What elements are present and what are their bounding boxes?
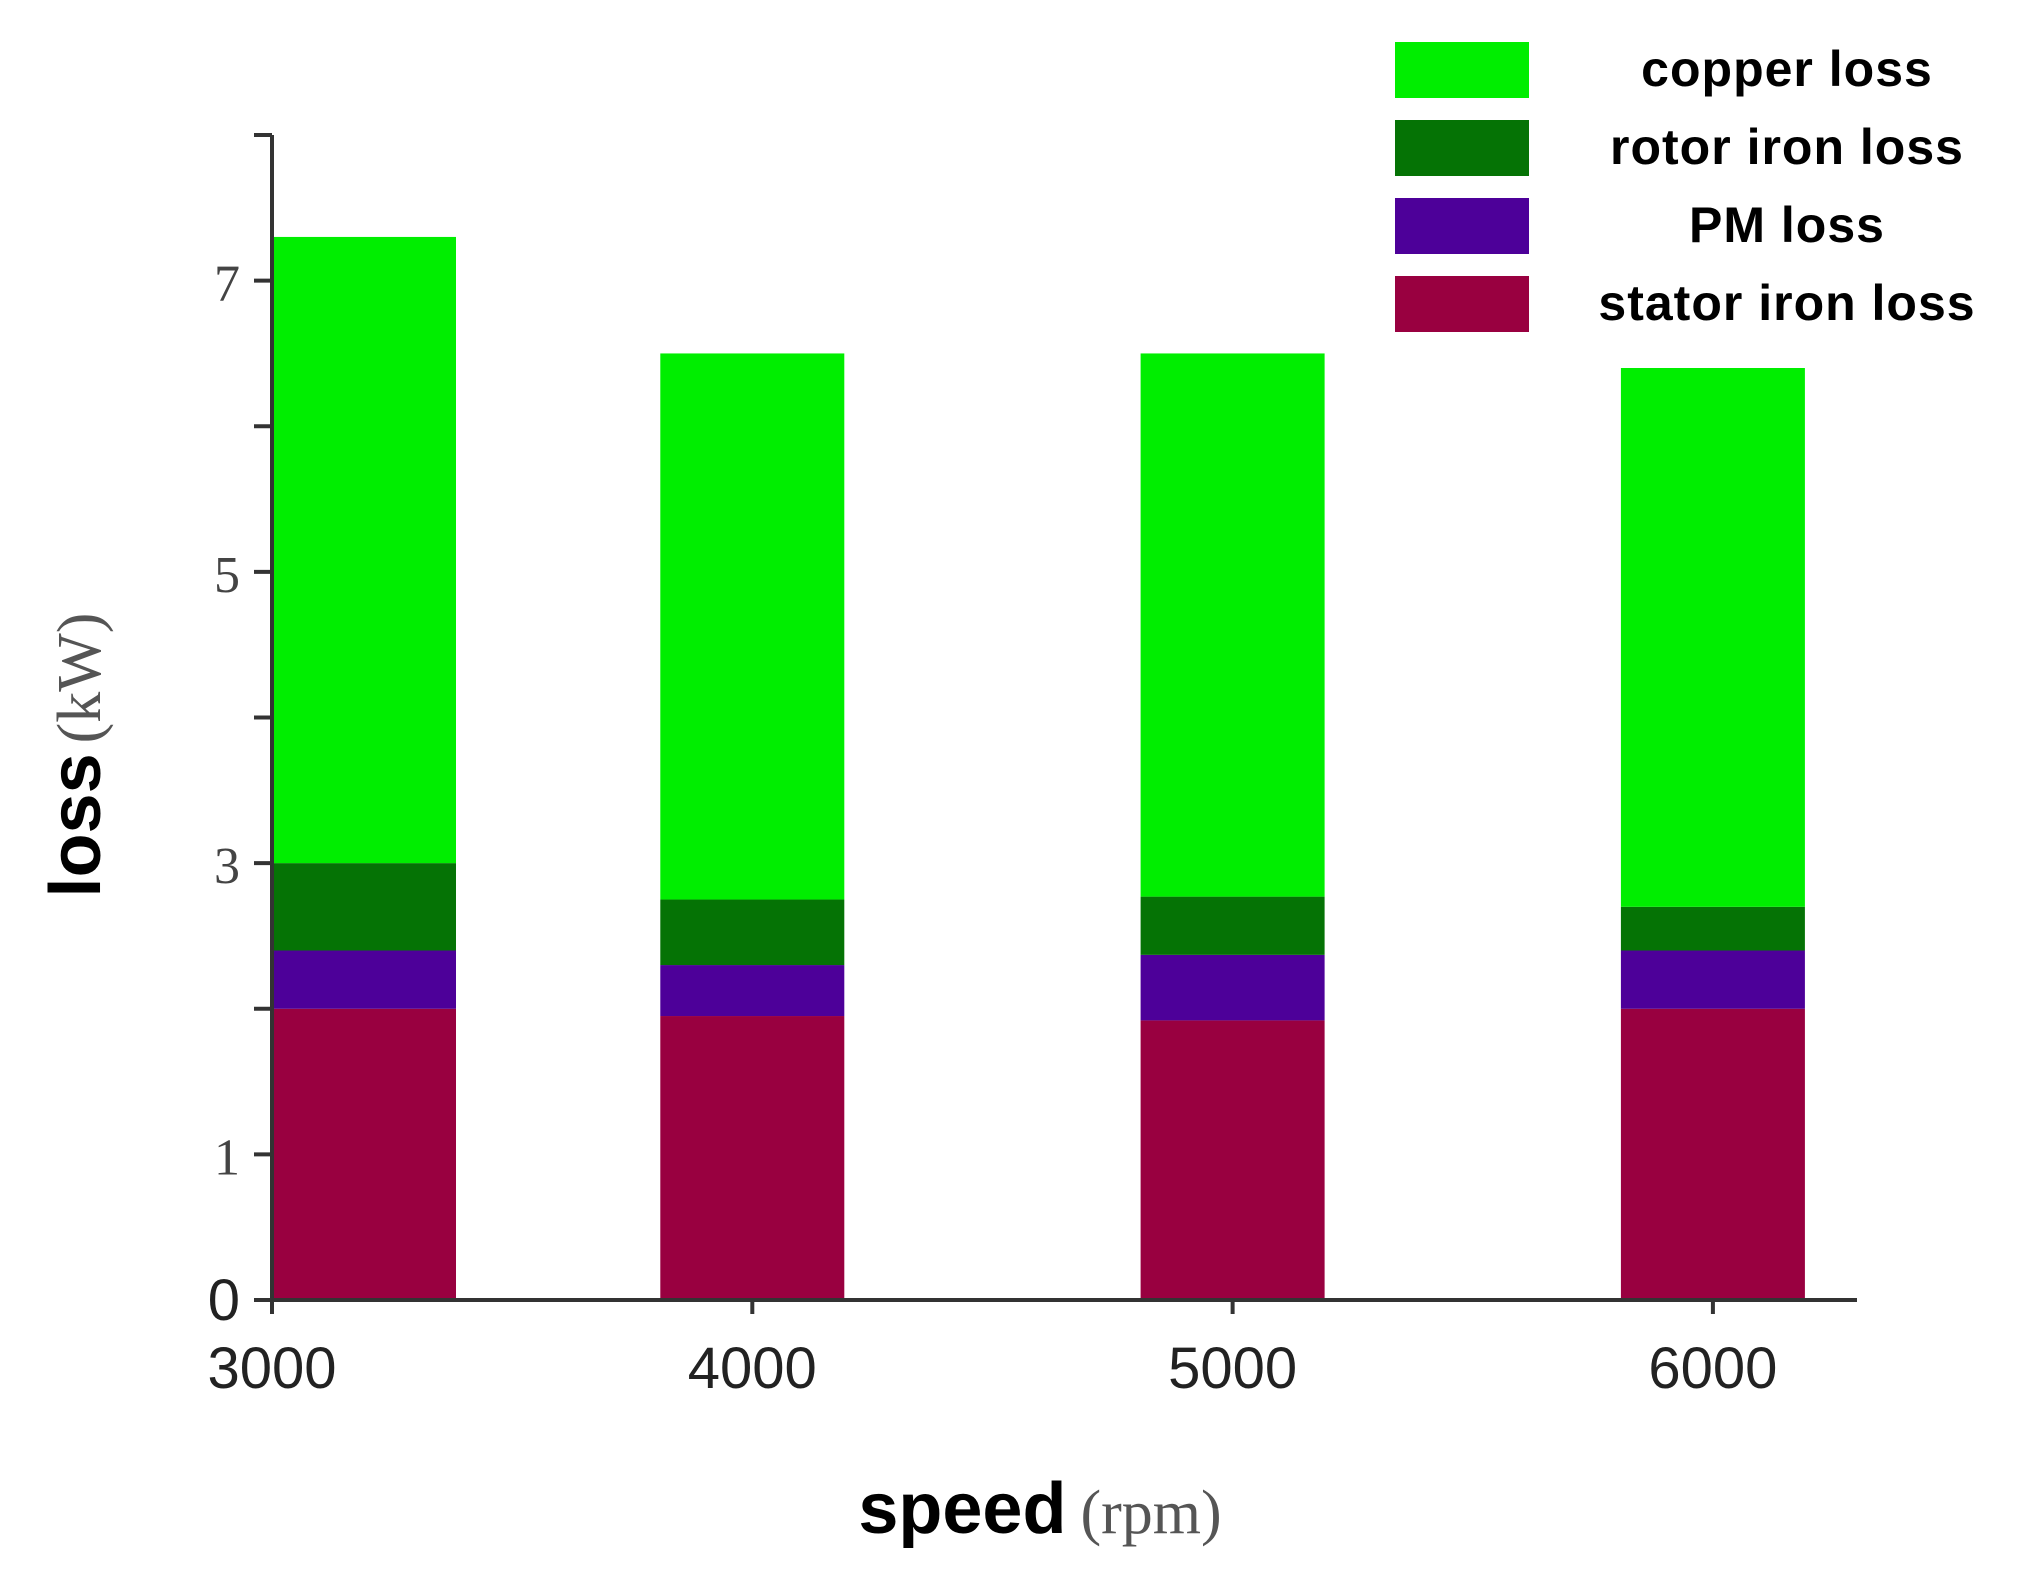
bar-stator-iron-loss-3000 — [272, 1008, 456, 1300]
y-tick-label: 5 — [214, 547, 240, 604]
legend-label-copper-loss: copper loss — [1641, 41, 1933, 97]
legend-label-PM-loss: PM loss — [1689, 197, 1885, 253]
bar-copper-loss-5000 — [1140, 353, 1325, 897]
bar-copper-loss-3000 — [272, 236, 456, 864]
x-tick-label: 3000 — [207, 1336, 336, 1401]
y-tick-label: 1 — [214, 1129, 240, 1186]
y-tick-label: 0 — [208, 1268, 240, 1333]
y-axis-title: loss (kW) — [36, 613, 116, 898]
x-axis-title-main: speed — [858, 1469, 1066, 1549]
legend-label-rotor-iron-loss: rotor iron loss — [1610, 119, 1964, 175]
labels-layer: 0 1 3 5 7 3000 4000 5000 6000 speed (rpm) loss (kW) — [36, 256, 1777, 1549]
bar-PM-loss-5000 — [1140, 954, 1325, 1021]
axes-layer — [254, 133, 1857, 1314]
bar-PM-loss-3000 — [272, 950, 456, 1009]
legend: copper loss rotor iron loss PM loss stator … — [1395, 41, 1975, 332]
legend-swatch-rotor-iron-loss — [1395, 120, 1529, 176]
bar-stator-iron-loss-6000 — [1620, 1008, 1805, 1300]
bar-rotor-iron-loss-3000 — [272, 863, 456, 951]
bar-PM-loss-4000 — [660, 965, 845, 1017]
bar-copper-loss-4000 — [660, 353, 845, 900]
bar-rotor-iron-loss-6000 — [1620, 906, 1805, 951]
x-tick-label: 6000 — [1648, 1336, 1777, 1401]
bar-stator-iron-loss-5000 — [1140, 1020, 1325, 1300]
y-axis-title-main: loss — [36, 753, 116, 897]
bars-layer — [272, 236, 1805, 1300]
bar-copper-loss-6000 — [1620, 368, 1805, 907]
legend-label-stator-iron-loss: stator iron loss — [1598, 275, 1975, 331]
y-tick-label: 3 — [214, 838, 240, 895]
legend-swatch-copper-loss — [1395, 42, 1529, 98]
bar-rotor-iron-loss-4000 — [660, 899, 845, 966]
y-tick-label: 7 — [214, 256, 240, 313]
x-tick-label: 5000 — [1168, 1336, 1297, 1401]
legend-swatch-PM-loss — [1395, 198, 1529, 254]
bar-PM-loss-6000 — [1620, 950, 1805, 1009]
x-axis-title-unit: (rpm) — [1080, 1479, 1221, 1547]
bar-stator-iron-loss-4000 — [660, 1016, 845, 1300]
bar-rotor-iron-loss-5000 — [1140, 896, 1325, 955]
x-tick-label: 4000 — [688, 1336, 817, 1401]
legend-swatch-stator-iron-loss — [1395, 276, 1529, 332]
x-axis-title: speed (rpm) — [858, 1469, 1221, 1549]
y-axis-title-unit: (kW) — [46, 613, 114, 744]
